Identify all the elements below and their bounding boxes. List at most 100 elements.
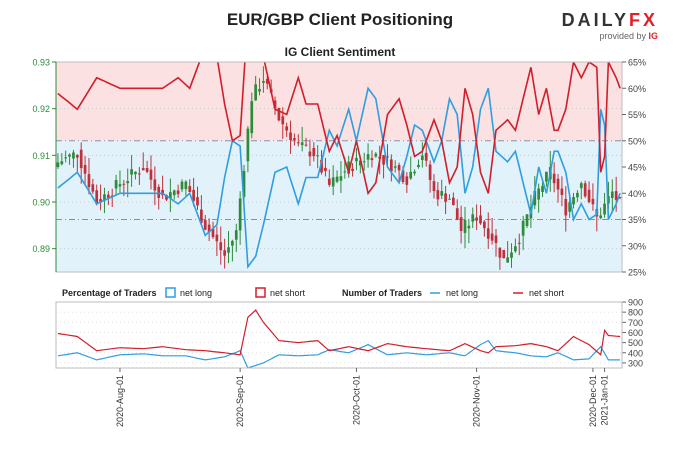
candle-body <box>355 157 358 162</box>
candle-body <box>312 147 316 157</box>
candle-body <box>231 240 234 246</box>
candle-body <box>552 173 556 184</box>
candle-body <box>289 132 292 141</box>
candle-body <box>560 188 564 195</box>
candle-body <box>417 164 420 168</box>
candle-body <box>331 177 335 187</box>
candle-body <box>603 203 606 215</box>
price-sentiment-panel: 0.93 0.92 0.91 0.90 0.89 65% 60% 55% 50% 45% 40% 35… <box>32 58 646 278</box>
candle-body <box>99 199 102 203</box>
candle-body <box>440 191 444 196</box>
candle-body <box>281 116 285 125</box>
legend-pct-heading: Percentage of Traders <box>62 288 157 298</box>
candle-body <box>250 101 254 134</box>
candle-body <box>316 155 320 157</box>
candle-body <box>428 164 432 180</box>
legend-net-long-label: net long <box>180 288 212 298</box>
candle-body <box>386 156 389 158</box>
candle-body <box>246 128 250 162</box>
candle-body <box>374 153 378 157</box>
date-tick-label: 2020-Nov-01 <box>472 375 482 427</box>
candle-body <box>293 138 296 140</box>
candle-body <box>409 171 413 179</box>
candle-body <box>196 197 199 206</box>
candle-body <box>79 149 83 169</box>
candle-body <box>607 196 610 204</box>
candle-body <box>510 252 513 258</box>
candle-body <box>479 215 482 224</box>
count-net-short-line <box>57 309 621 356</box>
candlesticks <box>56 66 622 270</box>
candle-body <box>126 181 130 184</box>
candle-body <box>327 178 331 185</box>
count-tick-label: 700 <box>628 318 643 328</box>
pct-tick-label: 35% <box>628 215 646 225</box>
candle-body <box>455 208 459 220</box>
candle-body <box>169 192 172 199</box>
candle-body <box>161 189 164 196</box>
candle-body <box>134 171 137 175</box>
legend-net-long-swatch <box>165 287 176 298</box>
candle-body <box>335 176 339 182</box>
candle-body <box>572 196 575 205</box>
candle-body <box>463 219 467 233</box>
candle-body <box>498 247 502 258</box>
pct-tick-label: 30% <box>628 241 646 251</box>
candle-body <box>145 167 149 172</box>
candle-body <box>545 171 548 182</box>
date-tick-label: 2020-Sep-01 <box>235 375 245 427</box>
candle-body <box>362 161 366 163</box>
candle-body <box>366 154 370 160</box>
chart-subtitle: IG Client Sentiment <box>284 45 396 59</box>
candle-body <box>137 173 141 175</box>
candle-body <box>494 235 498 243</box>
pct-tick-label: 25% <box>628 268 646 278</box>
brand-fx: FX <box>628 10 658 30</box>
candle-body <box>242 170 246 197</box>
candle-body <box>219 242 223 251</box>
date-axis: 2020-Aug-01 2020-Sep-01 2020-Oct-01 2020-No… <box>115 368 610 427</box>
count-tick-label: 800 <box>628 308 643 318</box>
candle-body <box>424 152 428 161</box>
candle-body <box>452 197 455 206</box>
candle-body <box>149 169 153 180</box>
price-tick-label: 0.90 <box>32 198 50 208</box>
candle-body <box>432 181 436 192</box>
candle-body <box>285 126 289 131</box>
provider-name: IG <box>648 31 658 41</box>
legend-num-heading: Number of Traders <box>342 288 422 298</box>
candle-body <box>106 194 110 198</box>
candle-body <box>618 197 622 199</box>
pct-tick-label: 65% <box>628 58 646 68</box>
candle-body <box>389 159 393 172</box>
candle-body <box>95 190 99 205</box>
candle-body <box>211 228 215 238</box>
candle-body <box>165 195 168 200</box>
candle-body <box>467 225 471 229</box>
candle-body <box>537 188 541 200</box>
candle-body <box>610 191 614 198</box>
candle-body <box>358 160 362 166</box>
candle-body <box>587 189 591 203</box>
candle-body <box>122 183 126 185</box>
candle-body <box>203 219 207 230</box>
candle-body <box>541 186 544 193</box>
candle-body <box>506 257 509 263</box>
bottom-panel-frame <box>55 301 623 369</box>
price-tick-label: 0.91 <box>32 151 50 161</box>
candle-body <box>576 192 579 198</box>
legend-num-long-label: net long <box>446 288 478 298</box>
candle-body <box>393 166 397 168</box>
candle-body <box>91 184 95 192</box>
count-tick-label: 600 <box>628 328 643 338</box>
candle-body <box>215 234 219 242</box>
candle-body <box>517 242 521 244</box>
candle-body <box>521 220 525 236</box>
dailyfx-logo: DAILYFX provided by IG <box>562 10 658 41</box>
candle-body <box>60 161 64 165</box>
candle-body <box>459 217 463 231</box>
candle-body <box>273 100 277 109</box>
pct-net-short-line <box>57 62 621 196</box>
candle-body <box>533 190 537 206</box>
